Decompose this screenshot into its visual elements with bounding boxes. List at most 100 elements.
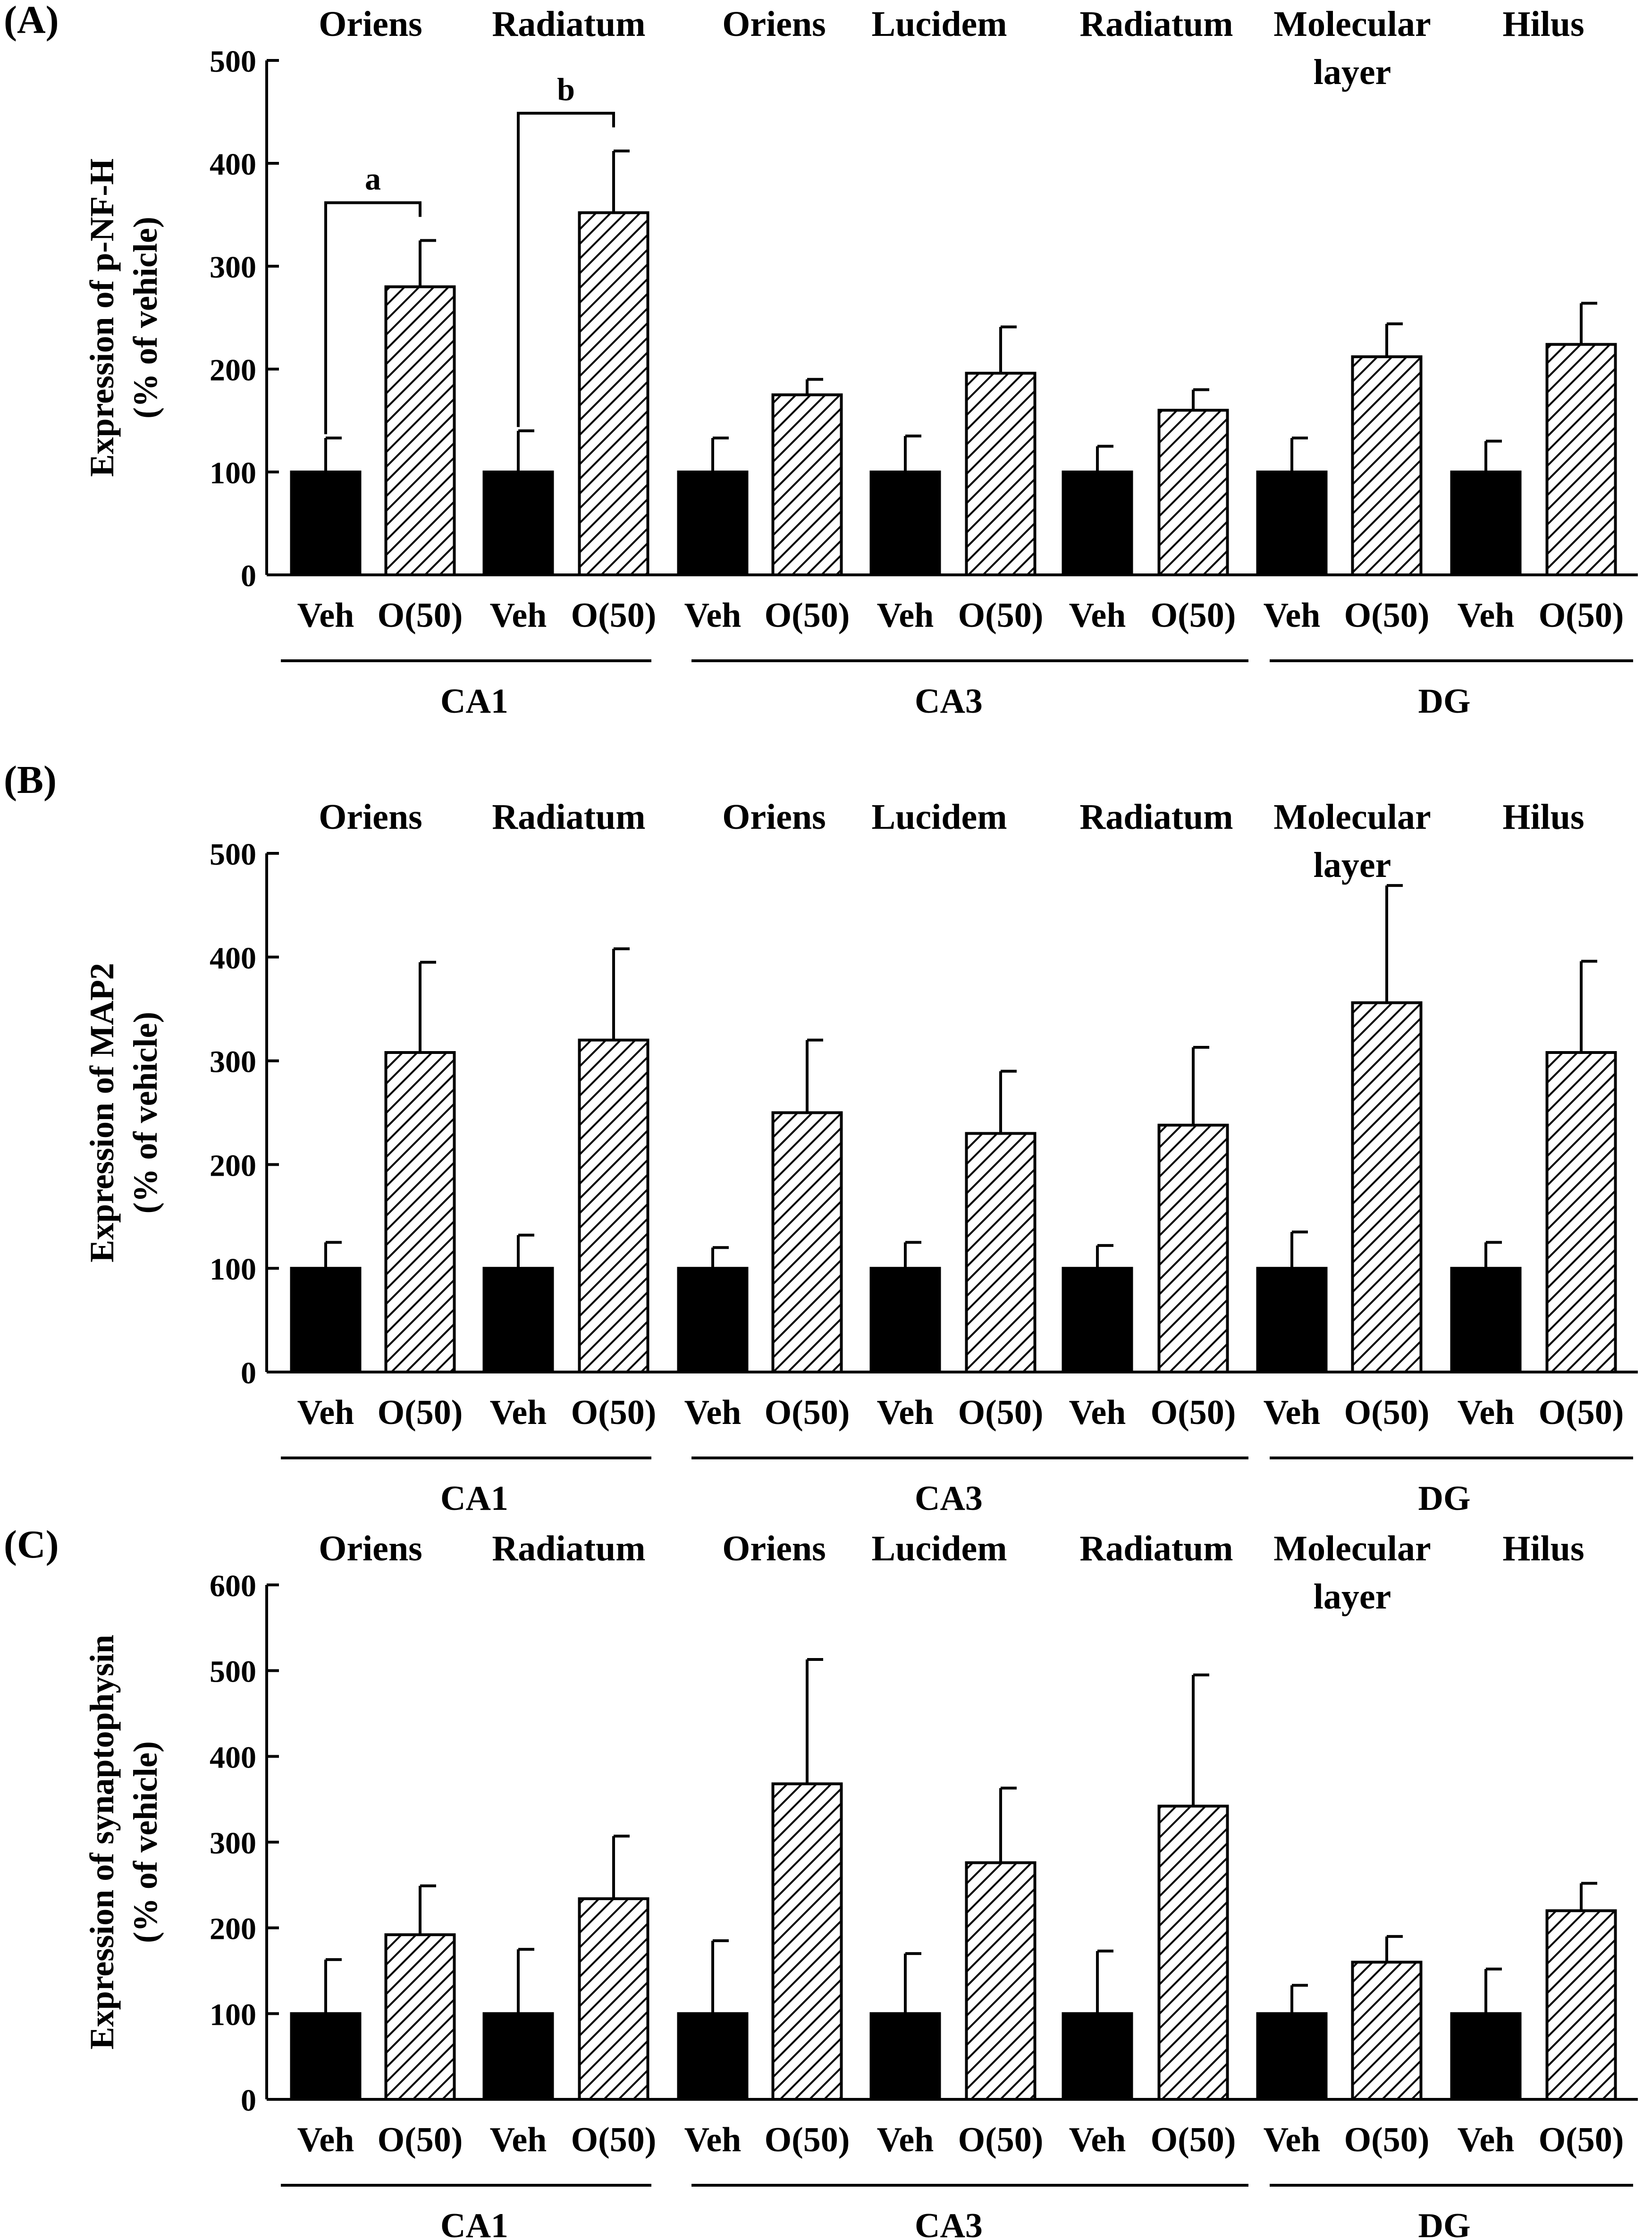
region-label: Molecular layer (1273, 1529, 1431, 1617)
x-category-label: O(50) (378, 1393, 463, 1432)
x-category-label: O(50) (378, 596, 463, 635)
y-tick-label: 400 (210, 147, 256, 182)
bar-veh (1256, 1267, 1328, 1373)
group-label: DG (1418, 682, 1471, 721)
x-category-label: O(50) (378, 2121, 463, 2159)
region-label-line: layer (1314, 1577, 1391, 1617)
region-label: Radiatum (1079, 1529, 1233, 1568)
x-category-label: Veh (1458, 2121, 1515, 2159)
bar-o50 (384, 1051, 456, 1374)
region-label: Radiatum (1079, 4, 1233, 44)
bar-o50 (1545, 343, 1617, 576)
bar-o50 (965, 1861, 1037, 2101)
x-category-label: Veh (1264, 1393, 1321, 1432)
y-axis-title-line: Expression of p-NF-H (83, 159, 121, 477)
bar-veh (677, 2012, 749, 2101)
x-category-label: O(50) (958, 1393, 1044, 1432)
y-axis-title: Expression of p-NF-H (% of vehicle) (83, 159, 164, 477)
x-category-label: O(50) (765, 2121, 850, 2159)
region-label-line: Molecular (1273, 4, 1431, 44)
bar-o50 (965, 371, 1037, 576)
region-label: Molecular layer (1273, 4, 1431, 92)
x-category-label: Veh (1458, 596, 1515, 635)
x-category-label: O(50) (765, 596, 850, 635)
y-axis-title: Expression of synaptophysin (% of vehicle… (83, 1635, 164, 2050)
group-label: CA3 (915, 682, 983, 721)
bar-veh (482, 471, 554, 576)
y-tick-label: 100 (210, 1252, 256, 1287)
y-tick-label: 0 (241, 2083, 256, 2118)
y-tick-label: 400 (210, 941, 256, 976)
group-label: CA1 (440, 1479, 508, 1518)
x-category-label: Veh (490, 596, 547, 635)
x-category-label: O(50) (1344, 1393, 1430, 1432)
significance-bracket (517, 111, 615, 427)
y-tick-label: 300 (210, 1826, 256, 1861)
panel-label: (C) (4, 1523, 59, 1566)
region-label: Radiatum (492, 797, 645, 837)
x-category-label: O(50) (1539, 2121, 1624, 2159)
region-label: Oriens (319, 797, 422, 837)
y-tick-label: 200 (210, 1912, 256, 1946)
region-label: Radiatum (492, 4, 645, 44)
x-category-label: Veh (684, 1393, 742, 1432)
x-category-label: O(50) (571, 2121, 657, 2159)
region-label: Hilus (1502, 797, 1584, 837)
region-label-line: Molecular (1273, 797, 1431, 837)
bar-veh (1450, 471, 1522, 576)
significance-bracket (324, 201, 421, 435)
bar-o50 (1351, 355, 1423, 577)
bar-veh (1062, 2012, 1133, 2101)
panel-c: (C) Oriens Radiatum Oriens Lucidem Radiatum Mo… (4, 1523, 1638, 2240)
region-label-line: Molecular (1273, 1529, 1431, 1568)
y-axis-title-line: (% of vehicle) (126, 1012, 164, 1214)
x-category-label: Veh (297, 1393, 354, 1432)
y-tick-label: 100 (210, 1997, 256, 2032)
x-category-label: O(50) (1151, 1393, 1236, 1432)
bar-veh (677, 471, 749, 576)
bar-veh (869, 2012, 941, 2101)
bar-veh (1450, 1267, 1522, 1373)
region-label: Lucidem (871, 797, 1007, 837)
x-category-label: Veh (1069, 596, 1126, 635)
bar-veh (290, 1267, 362, 1373)
x-category-label: Veh (877, 2121, 934, 2159)
x-category-label: Veh (1458, 1393, 1515, 1432)
panel-label: (A) (4, 0, 59, 42)
significance-label: a (365, 161, 381, 197)
x-category-label: Veh (490, 1393, 547, 1432)
y-tick-label: 400 (210, 1740, 256, 1775)
bar-veh (869, 471, 941, 576)
region-label-line: layer (1314, 52, 1391, 92)
bar-o50 (1351, 1001, 1423, 1373)
y-tick-label: 0 (241, 559, 256, 593)
bar-o50 (1157, 1123, 1229, 1373)
bar-o50 (771, 1782, 843, 2101)
bar-o50 (771, 1111, 843, 1373)
x-category-label: Veh (684, 2121, 742, 2159)
region-label: Oriens (319, 1529, 422, 1568)
x-category-label: Veh (877, 1393, 934, 1432)
group-label: DG (1418, 1479, 1471, 1518)
x-category-label: O(50) (571, 1393, 657, 1432)
x-category-label: Veh (1069, 1393, 1126, 1432)
region-label: Radiatum (492, 1529, 645, 1568)
y-axis-title-line: Expression of MAP2 (83, 963, 121, 1263)
bar-o50 (384, 1933, 456, 2101)
bar-veh (1062, 471, 1133, 576)
panel-label: (B) (4, 758, 57, 802)
x-category-label: O(50) (1151, 2121, 1236, 2159)
bar-veh (869, 1267, 941, 1373)
y-tick-label: 300 (210, 1045, 256, 1079)
bar-o50 (1351, 1961, 1423, 2101)
y-tick-label: 600 (210, 1569, 256, 1603)
x-category-label: Veh (1264, 596, 1321, 635)
group-label: CA3 (915, 2206, 983, 2240)
x-category-label: O(50) (958, 2121, 1044, 2159)
bar-veh (1062, 1267, 1133, 1373)
y-tick-label: 500 (210, 1655, 256, 1689)
region-label: Hilus (1502, 1529, 1584, 1568)
bar-veh (677, 1267, 749, 1373)
group-label: DG (1418, 2206, 1471, 2240)
